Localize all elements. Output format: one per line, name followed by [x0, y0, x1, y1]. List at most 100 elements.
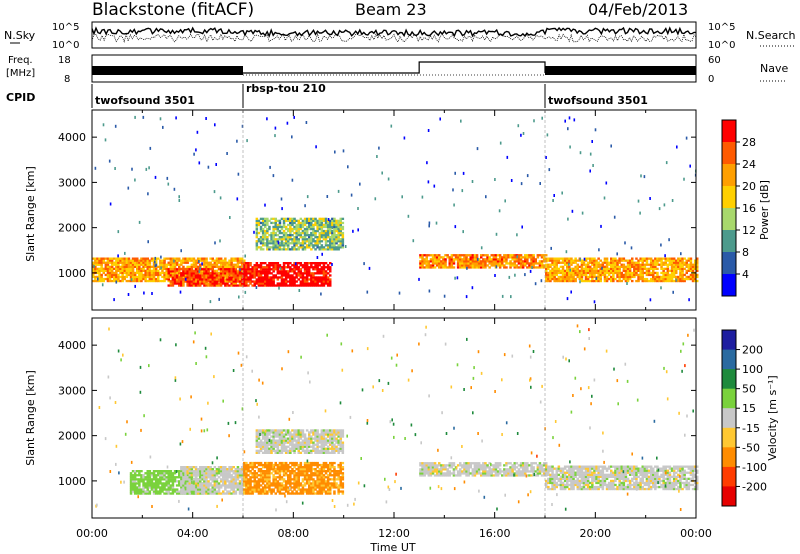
data-cell: [144, 259, 147, 262]
data-cell: [236, 257, 240, 260]
data-cell: [255, 242, 259, 245]
scatter-cell: [272, 174, 275, 178]
data-cell: [194, 468, 198, 471]
data-cell: [165, 482, 168, 485]
data-cell: [303, 272, 307, 275]
data-cell: [507, 254, 510, 257]
data-cell: [557, 269, 561, 272]
data-cell: [243, 280, 246, 283]
data-cell: [561, 257, 565, 260]
data-cell: [146, 257, 149, 260]
data-cell: [316, 264, 319, 267]
data-cell: [475, 264, 479, 267]
data-cell: [209, 272, 212, 275]
data-cell: [693, 261, 697, 264]
data-cell: [199, 472, 202, 475]
power-ylabel: Slant Range [km]: [24, 166, 37, 262]
data-cell: [652, 277, 655, 281]
data-cell: [213, 274, 217, 277]
data-cell: [308, 244, 311, 247]
data-cell: [245, 470, 248, 473]
data-cell: [326, 246, 330, 249]
data-cell: [278, 431, 282, 434]
data-cell: [157, 472, 160, 475]
data-cell: [589, 275, 592, 279]
data-cell: [339, 217, 342, 220]
data-cell: [142, 486, 145, 489]
data-cell: [289, 242, 292, 245]
data-cell: [566, 273, 569, 277]
data-cell: [278, 488, 282, 491]
data-cell: [559, 265, 563, 268]
data-cell: [670, 275, 674, 279]
data-cell: [677, 267, 680, 270]
data-cell: [211, 274, 214, 277]
data-cell: [251, 463, 254, 467]
data-cell: [247, 490, 250, 493]
data-cell: [291, 276, 294, 279]
data-cell: [205, 274, 208, 277]
data-cell: [146, 476, 149, 479]
data-cell: [425, 258, 428, 261]
data-cell: [136, 257, 139, 260]
data-cell: [230, 476, 233, 479]
data-cell: [547, 265, 550, 268]
data-cell: [259, 480, 263, 483]
data-cell: [98, 259, 101, 262]
data-cell: [131, 478, 135, 481]
data-cell: [129, 478, 133, 481]
data-cell: [276, 484, 280, 487]
data-cell: [553, 273, 556, 277]
data-cell: [255, 262, 259, 265]
data-cell: [276, 433, 280, 436]
data-cell: [341, 492, 345, 495]
data-cell: [310, 278, 313, 281]
data-cell: [129, 269, 133, 272]
data-cell: [148, 486, 152, 489]
data-cell: [469, 256, 472, 259]
data-cell: [161, 259, 164, 262]
data-cell: [115, 271, 118, 275]
data-cell: [255, 431, 259, 434]
data-cell: [480, 264, 483, 267]
data-cell: [196, 268, 200, 271]
data-cell: [335, 240, 338, 243]
data-cell: [190, 490, 194, 493]
data-cell: [240, 476, 244, 479]
scatter-cell: [613, 215, 616, 219]
data-cell: [129, 267, 133, 270]
data-cell: [419, 264, 422, 267]
data-cell: [127, 269, 131, 272]
data-cell: [547, 273, 550, 277]
data-cell: [291, 441, 294, 444]
data-cell: [268, 276, 271, 279]
data-cell: [270, 445, 273, 448]
data-cell: [161, 470, 164, 473]
data-cell: [274, 468, 277, 471]
data-cell: [215, 468, 219, 471]
data-cell: [243, 492, 246, 495]
data-cell: [274, 482, 277, 485]
data-cell: [289, 437, 292, 440]
data-cell: [484, 266, 487, 269]
data-cell: [322, 270, 326, 273]
data-cell: [140, 488, 143, 491]
data-cell: [519, 266, 523, 269]
data-cell: [266, 443, 269, 446]
scatter-cell: [104, 138, 107, 142]
data-cell: [182, 492, 185, 495]
data-cell: [649, 277, 653, 281]
data-cell: [270, 431, 273, 434]
data-cell: [475, 262, 479, 265]
data-cell: [182, 257, 185, 260]
data-cell: [270, 284, 273, 287]
data-cell: [121, 275, 124, 279]
data-cell: [299, 484, 303, 487]
data-cell: [284, 227, 288, 231]
data-cell: [240, 275, 244, 279]
data-cell: [236, 486, 240, 489]
data-cell: [234, 270, 238, 273]
data-cell: [341, 246, 345, 249]
data-cell: [282, 447, 286, 450]
data-cell: [521, 256, 525, 259]
